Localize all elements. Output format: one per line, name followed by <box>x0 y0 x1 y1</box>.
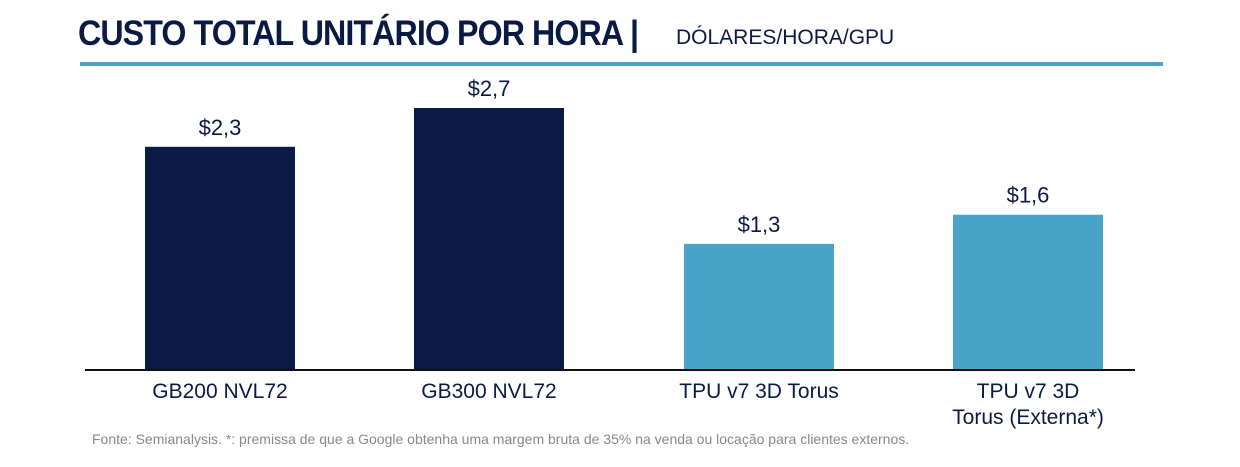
category-label: Torus (Externa*) <box>952 406 1104 429</box>
bar <box>414 108 564 370</box>
title-main: CUSTO TOTAL UNITÁRIO POR HORA | <box>78 14 639 53</box>
category-label: TPU v7 3D <box>977 380 1080 403</box>
title-subtitle: DÓLARES/HORA/GPU <box>676 26 895 49</box>
chart-title: CUSTO TOTAL UNITÁRIO POR HORA | DÓLARES/… <box>78 14 894 54</box>
bar <box>145 146 295 370</box>
category-label: TPU v7 3D Torus <box>679 380 839 403</box>
data-label: $1,6 <box>1007 183 1050 208</box>
category-label: GB300 NVL72 <box>421 380 556 403</box>
footnote: Fonte: Semianalysis. *: premissa de que … <box>92 431 910 447</box>
data-label: $2,7 <box>468 76 511 101</box>
data-label: $2,3 <box>199 115 242 140</box>
title-rule <box>80 62 1163 66</box>
category-label: GB200 NVL72 <box>152 380 287 403</box>
bar <box>684 243 834 370</box>
data-label: $1,3 <box>738 212 781 237</box>
bar <box>953 214 1103 370</box>
